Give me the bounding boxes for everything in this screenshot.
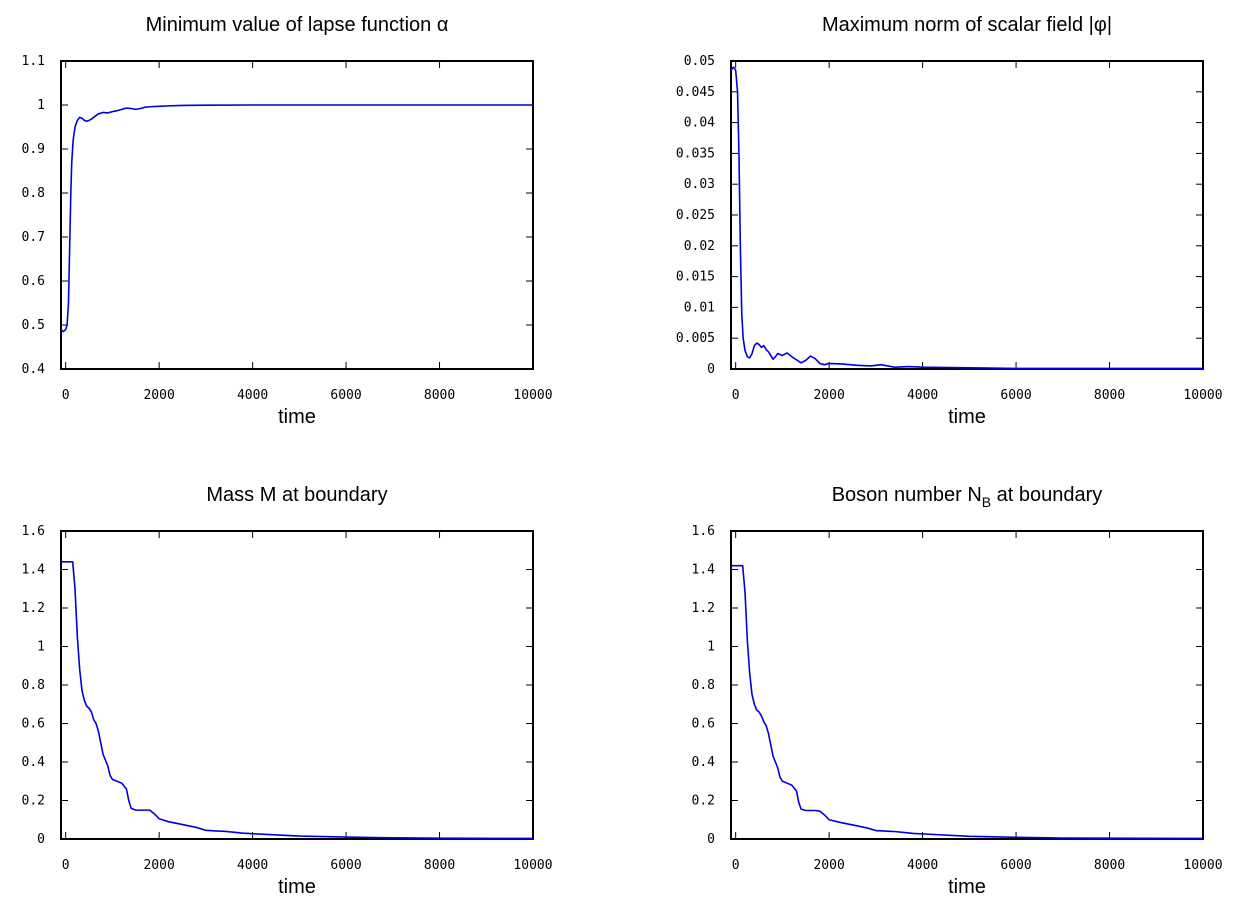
x-tick-label: 4000 [907,858,938,873]
x-tick-label: 10000 [513,858,552,873]
y-tick-label: 0.02 [684,239,715,254]
y-tick-label: 1.4 [692,563,716,578]
x-tick-label: 6000 [1000,388,1031,403]
tick-group: 0 2000 4000 6000 8000 10000 0 0.2 0.4 0.6 0.8 1 1.2 1… [22,524,553,873]
y-tick-label: 1.2 [692,601,715,616]
y-tick-label: 0 [707,832,715,847]
y-tick-label: 1.6 [22,524,45,539]
x-tick-label: 8000 [1094,858,1125,873]
chart-title: Maximum norm of scalar field |φ| [822,14,1112,36]
tick-group: 0 2000 4000 6000 8000 10000 0 0.2 0.4 0.6 0.8 1 1.2 1… [692,524,1223,873]
x-tick-label: 2000 [813,858,844,873]
x-tick-label: 4000 [907,388,938,403]
y-tick-label: 1 [37,640,45,655]
y-tick-label: 0.5 [22,318,45,333]
y-tick-label: 0.8 [692,678,715,693]
x-tick-label: 10000 [1183,858,1222,873]
x-tick-label: 6000 [330,388,361,403]
y-tick-label: 0.7 [22,230,45,245]
y-tick-label: 0.01 [684,300,715,315]
y-tick-label: 0.4 [22,362,46,377]
y-tick-label: 1 [37,98,45,113]
tick-group: 0 2000 4000 6000 8000 10000 0.4 0.5 0.6 0.7 0.8 0.9… [22,54,553,403]
tick-group: 0 2000 4000 6000 8000 10000 0 0.005 0.01 0.015 0.0… [676,54,1223,403]
series-line [60,104,533,333]
x-tick-label: 10000 [1183,388,1222,403]
x-axis-label: time [278,406,316,428]
x-tick-label: 10000 [513,388,552,403]
y-tick-label: 0.9 [22,142,45,157]
x-tick-label: 0 [62,858,70,873]
y-tick-label: 0.015 [676,270,715,285]
x-tick-label: 2000 [813,388,844,403]
y-tick-label: 0.6 [692,717,715,732]
y-tick-label: 1.4 [22,563,46,578]
plot-frame [730,530,1204,840]
title-subscript: B [982,494,991,510]
x-tick-label: 4000 [237,388,268,403]
series-line [730,66,1203,370]
y-tick-label: 0 [37,832,45,847]
panel-max-scalar-field: Maximum norm of scalar field |φ| 0 2000 40… [676,14,1223,428]
y-tick-label: 0.8 [22,186,45,201]
series-line [731,564,1204,840]
x-tick-label: 6000 [1000,858,1031,873]
x-tick-label: 8000 [424,858,455,873]
y-tick-label: 0.04 [684,116,715,131]
y-tick-label: 0.6 [22,717,45,732]
x-tick-label: 0 [62,388,70,403]
x-tick-label: 6000 [330,858,361,873]
x-tick-label: 0 [732,388,740,403]
series-line [61,561,534,840]
y-tick-label: 0.03 [684,177,715,192]
y-tick-label: 1 [707,640,715,655]
chart-title: Boson number NB at boundary [832,484,1103,510]
y-tick-label: 1.6 [692,524,715,539]
y-tick-label: 0.6 [22,274,45,289]
x-tick-label: 0 [732,858,740,873]
y-tick-label: 0 [707,362,715,377]
y-tick-label: 0.4 [22,755,46,770]
y-tick-label: 1.2 [22,601,45,616]
x-tick-label: 2000 [143,388,174,403]
y-tick-label: 0.8 [22,678,45,693]
plot-frame [60,530,534,840]
panel-boson-number: Boson number NB at boundary 0 2000 4000 600… [692,484,1223,898]
panel-mass-boundary: Mass M at boundary 0 2000 4000 6000 8000 1000… [22,484,553,898]
chart-title: Minimum value of lapse function α [146,14,449,36]
x-axis-label: time [948,406,986,428]
y-tick-label: 0.2 [22,794,45,809]
y-tick-label: 1.1 [22,54,45,69]
y-tick-label: 0.05 [684,54,715,69]
plot-frame [60,60,534,370]
plot-frame [730,60,1204,370]
y-tick-label: 0.4 [692,755,716,770]
title-suffix: at boundary [991,484,1102,506]
chart-title: Mass M at boundary [206,484,387,506]
x-axis-label: time [278,876,316,898]
x-tick-label: 8000 [1094,388,1125,403]
y-tick-label: 0.005 [676,331,715,346]
x-tick-label: 8000 [424,388,455,403]
y-tick-label: 0.2 [692,794,715,809]
y-tick-label: 0.025 [676,208,715,223]
x-axis-label: time [948,876,986,898]
y-tick-label: 0.045 [676,85,715,100]
y-tick-label: 0.035 [676,146,715,161]
x-tick-label: 2000 [143,858,174,873]
panel-min-lapse: Minimum value of lapse function α 0 2000 4… [22,14,553,428]
x-tick-label: 4000 [237,858,268,873]
